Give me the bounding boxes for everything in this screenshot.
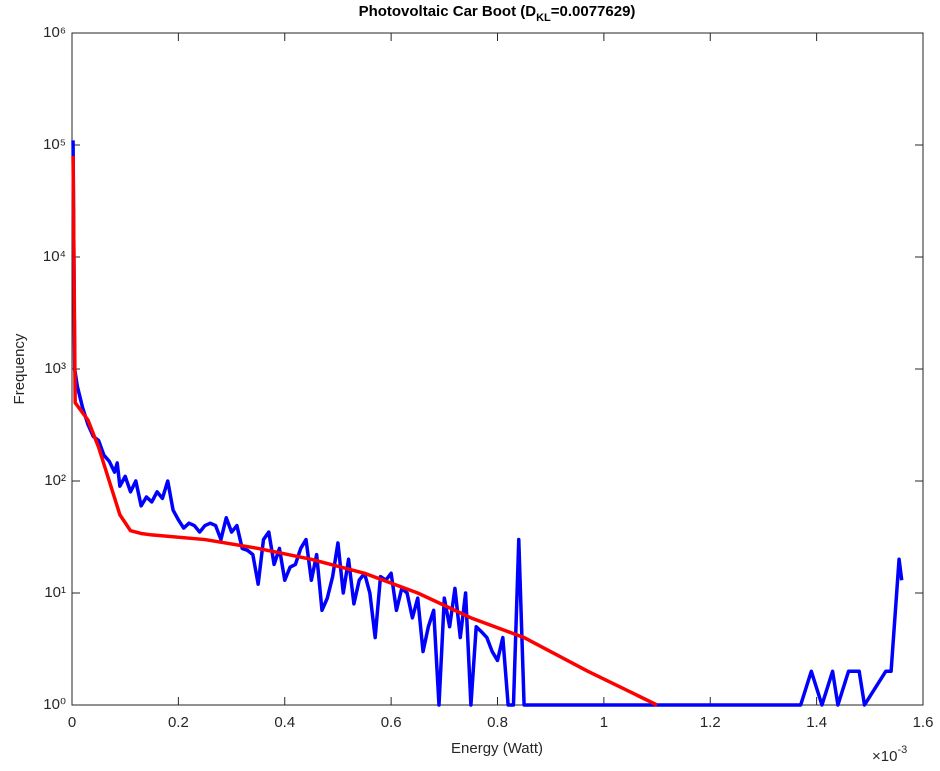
multiplier-base: ×10: [872, 748, 897, 765]
x-tick-label: 1.4: [806, 714, 827, 731]
title-part: =0.0077629): [551, 3, 636, 20]
x-tick-label: 1.6: [913, 714, 934, 731]
chart-title: Photovoltaic Car Boot (DKL=0.0077629): [359, 3, 636, 24]
y-tick-label: 10³: [44, 360, 66, 377]
x-tick-label: 0.4: [274, 714, 295, 731]
x-tick-label: 1.2: [700, 714, 721, 731]
y-tick-label: 10⁶: [43, 24, 66, 41]
x-axis-label: Energy (Watt): [451, 740, 543, 757]
data-line: [71, 140, 904, 707]
x-tick-label: 0.8: [487, 714, 508, 731]
x-multiplier: ×10-3: [872, 744, 907, 765]
y-tick-label: 10⁵: [43, 136, 66, 153]
axes-box: [71, 32, 924, 706]
title-subscript: KL: [536, 12, 551, 24]
y-axis-label: Frequency: [11, 333, 28, 404]
data-line: [71, 155, 658, 707]
y-tick-label: 10⁰: [43, 696, 66, 713]
x-tick-label: 0.2: [168, 714, 189, 731]
x-tick-label: 0: [68, 714, 76, 731]
multiplier-exponent: -3: [897, 744, 907, 756]
title-part: Photovoltaic Car Boot (D: [359, 3, 537, 20]
y-tick-label: 10²: [44, 472, 66, 489]
x-tick-label: 0.6: [381, 714, 402, 731]
y-tick-label: 10⁴: [43, 248, 66, 265]
y-tick-label: 10¹: [44, 584, 66, 601]
x-tick-label: 1: [600, 714, 608, 731]
